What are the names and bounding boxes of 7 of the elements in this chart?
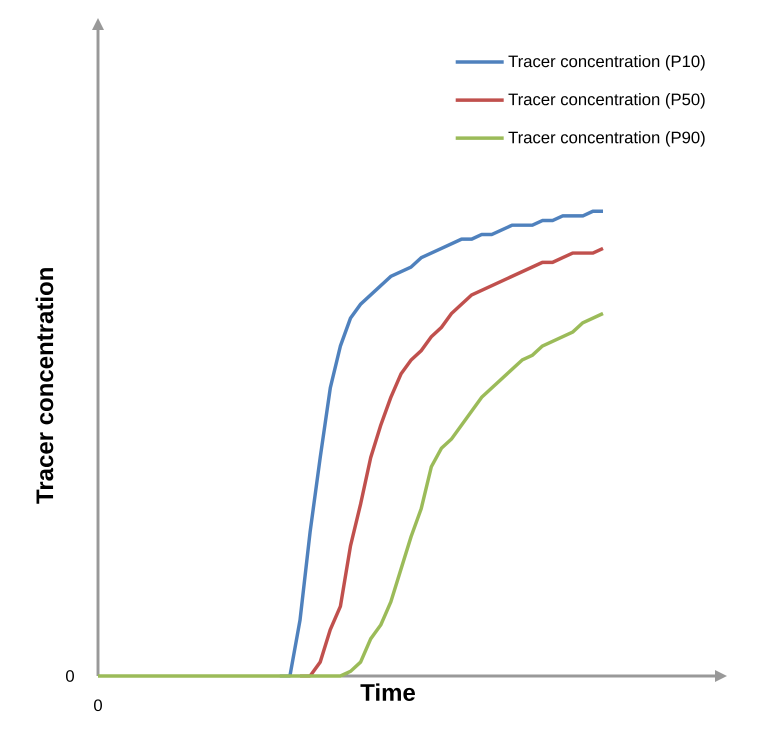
text: 0 xyxy=(94,699,102,712)
legend-label: Tracer concentration (P10) xyxy=(508,54,705,70)
text: 0 xyxy=(66,670,74,682)
y-axis-title: Tracer concentration xyxy=(36,268,54,504)
legend-label: Tracer concentration (P90) xyxy=(508,131,705,147)
x-axis-title: Time xyxy=(360,683,415,701)
legend-label: Tracer concentration (P50) xyxy=(508,93,705,109)
